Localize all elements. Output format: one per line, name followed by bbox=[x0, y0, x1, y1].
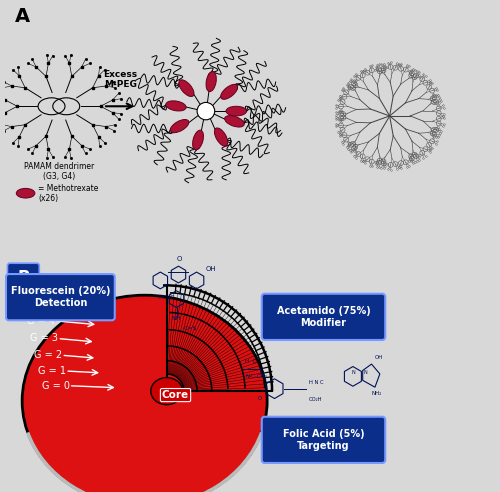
Text: OH: OH bbox=[375, 355, 384, 360]
Text: Folic Acid (5%)
Targeting: Folic Acid (5%) Targeting bbox=[282, 429, 364, 451]
Ellipse shape bbox=[192, 130, 203, 150]
Text: G = 4: G = 4 bbox=[27, 316, 55, 326]
Text: Core: Core bbox=[162, 390, 189, 400]
FancyBboxPatch shape bbox=[6, 274, 115, 320]
Ellipse shape bbox=[170, 120, 189, 133]
Text: OH: OH bbox=[206, 266, 216, 272]
Text: PAMAM dendrimer
(G3, G4): PAMAM dendrimer (G3, G4) bbox=[24, 162, 94, 181]
Text: O: O bbox=[258, 396, 262, 400]
Text: G = 0: G = 0 bbox=[42, 381, 70, 391]
Text: NH: NH bbox=[172, 316, 181, 321]
Text: Excess
M-PEG: Excess M-PEG bbox=[103, 70, 137, 90]
Text: G = 3: G = 3 bbox=[30, 334, 58, 343]
Text: H  O: H O bbox=[245, 359, 257, 364]
FancyBboxPatch shape bbox=[8, 263, 40, 293]
Ellipse shape bbox=[226, 106, 246, 116]
Text: G = 1: G = 1 bbox=[38, 366, 66, 376]
Ellipse shape bbox=[214, 128, 228, 146]
Text: H N C: H N C bbox=[309, 380, 324, 385]
Ellipse shape bbox=[166, 101, 186, 111]
Text: B: B bbox=[18, 269, 30, 287]
Ellipse shape bbox=[22, 295, 267, 492]
FancyBboxPatch shape bbox=[262, 417, 385, 463]
Text: G = 5: G = 5 bbox=[24, 298, 52, 308]
Ellipse shape bbox=[16, 188, 35, 198]
Text: N: N bbox=[364, 370, 368, 375]
Text: C=S: C=S bbox=[184, 326, 198, 331]
Text: N-C-CH₃: N-C-CH₃ bbox=[245, 374, 267, 379]
Text: CO₂H: CO₂H bbox=[309, 397, 322, 402]
Ellipse shape bbox=[179, 80, 194, 96]
Text: = Methotrexate
(x26): = Methotrexate (x26) bbox=[38, 184, 98, 203]
Text: N: N bbox=[352, 370, 356, 375]
Text: NH₂: NH₂ bbox=[372, 391, 382, 396]
Ellipse shape bbox=[224, 116, 244, 127]
Text: Acetamido (75%)
Modifier: Acetamido (75%) Modifier bbox=[276, 306, 370, 328]
Ellipse shape bbox=[206, 71, 216, 92]
Circle shape bbox=[197, 102, 214, 120]
Text: G = 2: G = 2 bbox=[34, 350, 62, 360]
Ellipse shape bbox=[220, 84, 238, 99]
Text: HO₂C: HO₂C bbox=[158, 295, 175, 300]
Text: A: A bbox=[15, 7, 30, 26]
Ellipse shape bbox=[151, 378, 182, 404]
Text: H: H bbox=[260, 371, 264, 376]
Text: O: O bbox=[176, 256, 182, 262]
Text: Fluorescein (20%)
Detection: Fluorescein (20%) Detection bbox=[10, 286, 110, 308]
FancyBboxPatch shape bbox=[262, 294, 385, 340]
